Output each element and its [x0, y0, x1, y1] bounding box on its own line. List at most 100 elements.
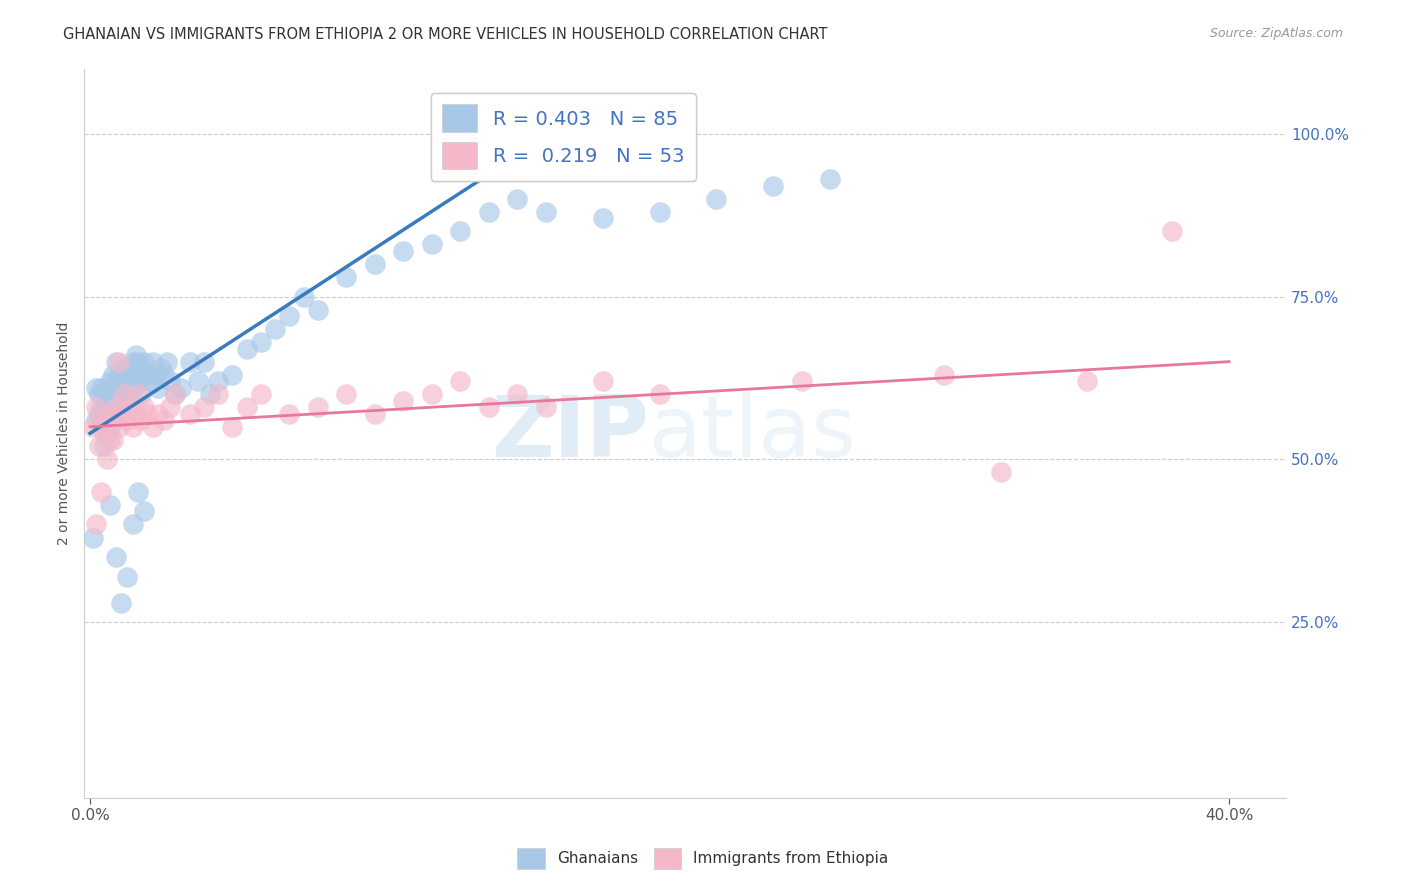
Point: [136, 407, 159, 421]
Point: [101, 387, 124, 401]
Point: [148, 407, 170, 421]
Point: [292, 289, 315, 303]
Point: [134, 354, 156, 368]
Point: [250, 387, 273, 401]
Point: [93, 407, 115, 421]
Point: [107, 387, 129, 401]
Point: [112, 381, 135, 395]
Point: [207, 387, 229, 401]
Point: [148, 381, 170, 395]
Point: [207, 374, 229, 388]
Point: [110, 393, 132, 408]
Point: [104, 401, 127, 415]
Point: [93, 426, 115, 441]
Point: [82, 531, 104, 545]
Point: [648, 387, 671, 401]
Point: [156, 354, 179, 368]
Legend: Ghanaians, Immigrants from Ethiopia: Ghanaians, Immigrants from Ethiopia: [512, 841, 894, 875]
Point: [115, 387, 138, 401]
Point: [706, 192, 728, 206]
Point: [145, 368, 167, 382]
Point: [104, 401, 127, 415]
Point: [96, 407, 118, 421]
Point: [118, 374, 141, 388]
Point: [101, 433, 124, 447]
Text: atlas: atlas: [650, 392, 858, 475]
Point: [264, 322, 287, 336]
Point: [478, 401, 501, 415]
Point: [179, 407, 201, 421]
Point: [449, 224, 471, 238]
Point: [193, 401, 215, 415]
Point: [84, 381, 107, 395]
Point: [82, 419, 104, 434]
Point: [179, 354, 201, 368]
Point: [278, 407, 301, 421]
Point: [250, 335, 273, 350]
Point: [159, 374, 181, 388]
Point: [506, 387, 529, 401]
Point: [90, 484, 112, 499]
Point: [107, 407, 129, 421]
Point: [762, 178, 785, 193]
Point: [198, 387, 221, 401]
Point: [127, 484, 149, 499]
Point: [159, 401, 181, 415]
Point: [121, 419, 143, 434]
Point: [127, 374, 149, 388]
Point: [84, 413, 107, 427]
Point: [1076, 374, 1098, 388]
Point: [534, 204, 557, 219]
Point: [107, 354, 129, 368]
Point: [90, 381, 112, 395]
Point: [592, 211, 614, 226]
Point: [93, 439, 115, 453]
Point: [90, 401, 112, 415]
Point: [84, 401, 107, 415]
Point: [235, 342, 257, 356]
Point: [104, 374, 127, 388]
Point: [127, 387, 149, 401]
Point: [96, 426, 118, 441]
Point: [364, 257, 387, 271]
Point: [165, 387, 187, 401]
Point: [124, 348, 146, 362]
Point: [87, 387, 110, 401]
Point: [820, 172, 842, 186]
Point: [127, 354, 149, 368]
Point: [307, 401, 329, 415]
Point: [121, 354, 143, 368]
Point: [121, 517, 143, 532]
Point: [235, 401, 257, 415]
Point: [96, 381, 118, 395]
Point: [478, 204, 501, 219]
Point: [98, 498, 121, 512]
Y-axis label: 2 or more Vehicles in Household: 2 or more Vehicles in Household: [58, 322, 72, 545]
Point: [449, 374, 471, 388]
Point: [98, 419, 121, 434]
Point: [420, 387, 443, 401]
Point: [420, 237, 443, 252]
Point: [101, 413, 124, 427]
Point: [112, 387, 135, 401]
Point: [93, 387, 115, 401]
Point: [153, 413, 176, 427]
Point: [104, 549, 127, 564]
Point: [136, 368, 159, 382]
Point: [335, 269, 357, 284]
Point: [165, 387, 187, 401]
Point: [335, 387, 357, 401]
Point: [101, 413, 124, 427]
Point: [96, 452, 118, 467]
Point: [534, 401, 557, 415]
Point: [112, 361, 135, 376]
Point: [134, 401, 156, 415]
Point: [96, 401, 118, 415]
Point: [115, 569, 138, 583]
Point: [87, 439, 110, 453]
Point: [124, 368, 146, 382]
Point: [131, 387, 153, 401]
Point: [150, 361, 173, 376]
Point: [934, 368, 956, 382]
Point: [506, 192, 529, 206]
